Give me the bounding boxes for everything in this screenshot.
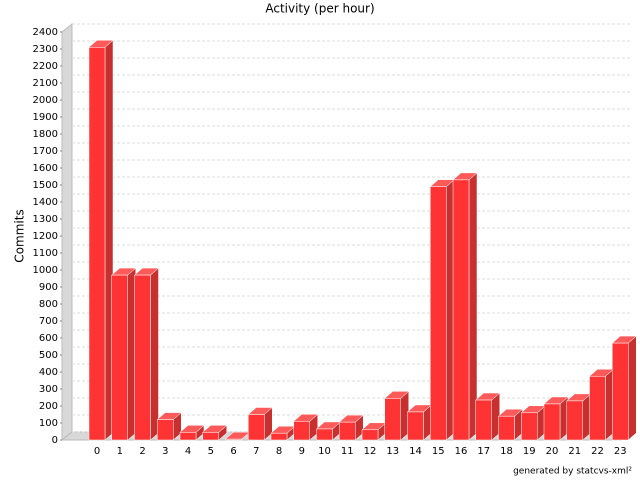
bar — [248, 414, 265, 441]
x-tick-label: 1 — [117, 446, 123, 457]
bar — [88, 47, 106, 441]
y-tick-label: 600 — [39, 333, 58, 344]
x-tick-label: 4 — [185, 446, 191, 457]
x-tick-label: 9 — [299, 446, 305, 457]
x-tick-label: 17 — [477, 446, 490, 457]
y-tick-label: 1800 — [33, 129, 58, 140]
y-tick-label: 300 — [39, 384, 58, 395]
y-axis-label: Commits — [13, 209, 27, 262]
y-tick-label: 900 — [39, 282, 58, 293]
x-tick-label: 8 — [276, 446, 282, 457]
bar-side — [150, 267, 159, 441]
bar — [361, 429, 379, 441]
x-tick-label: 14 — [409, 446, 422, 457]
x-tick-label: 21 — [568, 446, 581, 457]
bar — [543, 403, 561, 441]
y-tick-label: 500 — [39, 350, 58, 361]
x-tick-label: 23 — [614, 446, 627, 457]
bar — [521, 412, 538, 441]
x-tick-label: 0 — [94, 446, 100, 457]
y-tick-label: 400 — [39, 367, 58, 378]
bar — [384, 398, 401, 441]
y-tick-label: 1000 — [33, 265, 58, 276]
y-tick-label: 2200 — [33, 61, 58, 72]
x-tick-label: 16 — [455, 446, 468, 457]
bar — [407, 411, 424, 441]
bar — [157, 419, 174, 441]
y-tick-label: 2100 — [33, 78, 58, 89]
y-tick-label: 1400 — [33, 197, 58, 208]
y-tick-label: 1900 — [33, 112, 58, 123]
bar — [339, 421, 356, 441]
bar-side — [628, 335, 637, 441]
bar — [179, 432, 197, 441]
x-tick-label: 2 — [139, 446, 145, 457]
y-tick-label: 800 — [39, 299, 58, 310]
bar — [225, 438, 242, 441]
x-tick-label: 19 — [523, 446, 536, 457]
bar — [452, 179, 470, 441]
bar — [566, 400, 583, 441]
y-tick-label: 1300 — [33, 214, 58, 225]
bar — [589, 376, 606, 441]
y-tick-label: 1600 — [33, 163, 58, 174]
bar — [430, 186, 447, 441]
bar — [316, 428, 333, 441]
x-tick-label: 20 — [546, 446, 559, 457]
y-tick-label: 2000 — [33, 95, 58, 106]
x-tick-label: 13 — [386, 446, 399, 457]
x-tick-label: 18 — [500, 446, 513, 457]
y-tick-label: 1200 — [33, 231, 58, 242]
bar — [612, 342, 629, 441]
x-tick-label: 3 — [162, 446, 168, 457]
y-tick-label: 0 — [52, 435, 58, 446]
chart-title: Activity (per hour) — [265, 2, 374, 16]
x-tick-label: 12 — [364, 446, 377, 457]
bar — [270, 432, 288, 441]
x-tick-label: 11 — [341, 446, 354, 457]
bar — [498, 415, 515, 441]
y-tick-label: 2300 — [33, 44, 58, 55]
bar — [202, 432, 219, 441]
footer: generated by statcvs-xml² — [513, 467, 632, 477]
x-tick-label: 5 — [208, 446, 214, 457]
left-wall — [61, 22, 73, 442]
bar — [475, 399, 492, 441]
x-tick-label: 6 — [230, 446, 236, 457]
x-tick-label: 15 — [432, 446, 445, 457]
x-tick-label: 10 — [318, 446, 331, 457]
y-tick-label: 200 — [39, 401, 58, 412]
bar — [111, 274, 128, 441]
y-tick-label: 1100 — [33, 248, 58, 259]
bar — [134, 274, 151, 441]
x-tick-label: 7 — [253, 446, 259, 457]
y-tick-label: 1700 — [33, 146, 58, 157]
y-tick-label: 100 — [39, 418, 58, 429]
bar — [293, 421, 310, 441]
y-tick-label: 1500 — [33, 180, 58, 191]
x-tick-label: 22 — [591, 446, 604, 457]
y-tick-label: 700 — [39, 316, 58, 327]
y-tick-label: 2400 — [33, 27, 58, 38]
